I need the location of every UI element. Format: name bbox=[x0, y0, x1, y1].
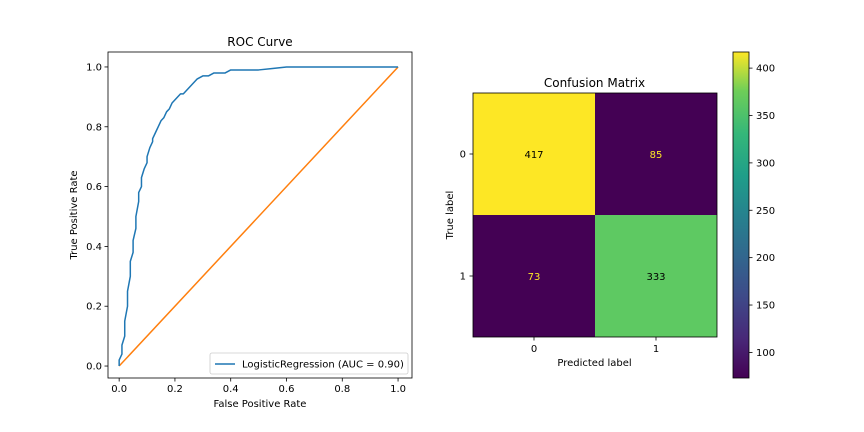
colorbar-tick-label: 350 bbox=[756, 111, 775, 122]
roc-x-tick-label: 0.2 bbox=[167, 384, 183, 395]
colorbar-tick-label: 150 bbox=[756, 301, 775, 312]
roc-y-tick-label: 0.4 bbox=[86, 242, 102, 253]
roc-title: ROC Curve bbox=[227, 35, 292, 49]
roc-y-tick-label: 0.2 bbox=[86, 302, 102, 313]
roc-y-tick-label: 0.8 bbox=[86, 122, 102, 133]
cm-cell-value-1-1: 333 bbox=[646, 272, 665, 283]
cm-cell-1-1 bbox=[595, 215, 717, 337]
roc-legend-label: LogisticRegression (AUC = 0.90) bbox=[242, 360, 404, 371]
roc-chance-line bbox=[118, 66, 399, 367]
roc-y-tick-label: 0.6 bbox=[86, 182, 102, 193]
confusion-matrix: Confusion Matrix 417 85 73 333 0 1 0 1 Predict… bbox=[445, 76, 718, 369]
roc-x-tick-label: 0.4 bbox=[223, 384, 239, 395]
cm-x-axis-label: Predicted label bbox=[557, 358, 631, 369]
roc-x-ticks: 0.0 0.2 0.4 0.6 0.8 1.0 bbox=[111, 378, 406, 395]
cm-x-tick-label: 0 bbox=[531, 344, 537, 355]
roc-y-tick-label: 1.0 bbox=[86, 62, 102, 73]
roc-curve-line bbox=[118, 66, 399, 367]
roc-series bbox=[118, 66, 399, 367]
cm-cell-value-0-1: 85 bbox=[650, 150, 663, 161]
cm-cell-1-0 bbox=[473, 215, 595, 337]
cm-cell-value-1-0: 73 bbox=[528, 272, 541, 283]
cm-x-tick-label: 1 bbox=[653, 344, 659, 355]
roc-x-axis-label: False Positive Rate bbox=[214, 399, 307, 410]
roc-y-axis-label: True Positive Rate bbox=[69, 170, 80, 260]
roc-x-tick-label: 1.0 bbox=[390, 384, 406, 395]
colorbar-gradient bbox=[732, 51, 750, 379]
colorbar: 100 150 200 250 300 350 400 bbox=[732, 51, 775, 379]
cm-title: Confusion Matrix bbox=[544, 76, 645, 90]
cm-cell-value-0-0: 417 bbox=[524, 150, 543, 161]
colorbar-tick-label: 300 bbox=[756, 158, 775, 169]
cm-cell-0-1 bbox=[595, 93, 717, 215]
cm-y-tick-label: 1 bbox=[460, 272, 466, 283]
cm-y-axis-label: True label bbox=[445, 191, 456, 241]
colorbar-tick-label: 400 bbox=[756, 64, 775, 75]
colorbar-tick-label: 100 bbox=[756, 348, 775, 359]
roc-legend-box bbox=[209, 352, 409, 375]
roc-y-tick-label: 0.0 bbox=[86, 362, 102, 373]
cm-cell-0-0 bbox=[473, 93, 595, 215]
cm-cells: 417 85 73 333 bbox=[473, 93, 717, 337]
roc-legend: LogisticRegression (AUC = 0.90) bbox=[209, 352, 409, 375]
roc-x-tick-label: 0.8 bbox=[334, 384, 350, 395]
roc-y-ticks: 0.0 0.2 0.4 0.6 0.8 1.0 bbox=[86, 62, 108, 373]
colorbar-tick-label: 250 bbox=[756, 206, 775, 217]
roc-chart: ROC Curve 0.0 0.2 0.4 0.6 0.8 1.0 0.00.20.40.… bbox=[69, 35, 413, 410]
cm-ticks: 0 1 0 1 bbox=[460, 150, 660, 356]
cm-frame bbox=[472, 92, 718, 338]
colorbar-ticks: 100 150 200 250 300 350 400 bbox=[749, 64, 775, 359]
colorbar-tick-label: 200 bbox=[756, 253, 775, 264]
roc-x-tick-label: 0.0 bbox=[111, 384, 127, 395]
cm-y-tick-label: 0 bbox=[460, 150, 466, 161]
roc-x-tick-label: 0.6 bbox=[279, 384, 295, 395]
